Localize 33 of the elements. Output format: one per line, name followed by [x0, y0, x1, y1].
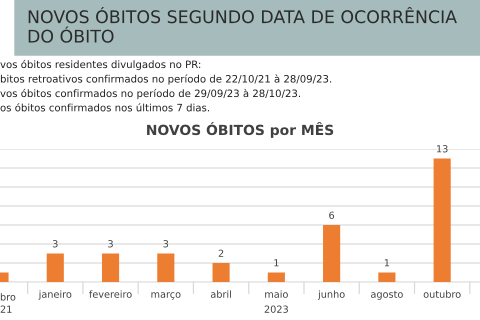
bar — [268, 272, 285, 282]
data-label: 3 — [108, 240, 113, 248]
text: vos óbitos confirmados no período de 29/09/23 à 28/10/23. — [0, 88, 300, 100]
text: os óbitos confirmados nos últimos 7 dias. — [0, 103, 209, 112]
data-label: 1 — [274, 259, 279, 266]
x-tick-label: maio — [265, 290, 288, 298]
data-label: 13 — [437, 145, 448, 152]
data-label: 2 — [218, 250, 224, 257]
bar — [434, 158, 451, 282]
bar — [46, 254, 64, 282]
data-label: 3 — [52, 240, 58, 248]
text: 2023 — [264, 305, 288, 313]
text: bitos retroativos confirmados no período de 22/10/21 à 28/09/23. — [0, 74, 332, 85]
x-tick-label: bro — [0, 293, 16, 301]
data-label: 6 — [329, 212, 334, 219]
x-tick-label: fevereiro — [89, 290, 132, 298]
bar — [157, 254, 174, 282]
x-tick-label: março — [151, 292, 181, 300]
data-label: 1 — [384, 259, 390, 266]
chart-title: NOVOS ÓBITOS SEGUNDO DATA DE OCORRÊNCIA DO ÓBITO — [28, 6, 457, 43]
x-tick-label: junho — [318, 290, 345, 300]
data-label: 3 — [163, 240, 168, 248]
text: vos óbitos residentes divulgados no PR: — [0, 60, 200, 70]
bar — [323, 225, 340, 282]
bar — [102, 254, 120, 282]
x-tick-label: abril — [210, 290, 231, 298]
x-tick-label: janeiro — [38, 290, 72, 300]
text: 21 — [0, 305, 12, 313]
x-tick-label: agosto — [371, 290, 403, 300]
chart-subtitle: NOVOS ÓBITOS por MÊS — [147, 122, 334, 138]
bar — [212, 263, 230, 282]
x-tick-label: outubro — [424, 290, 461, 298]
bar — [378, 272, 396, 282]
